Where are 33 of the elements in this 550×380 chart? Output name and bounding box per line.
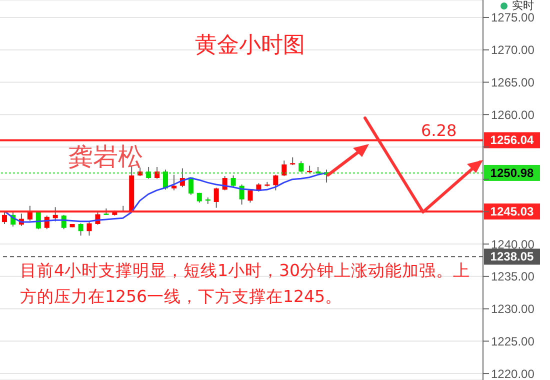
ref-line-label: 1256.04 xyxy=(490,133,534,148)
candlestick xyxy=(52,206,58,222)
y-tick-label: 1260.00 xyxy=(491,108,535,122)
candlestick xyxy=(2,212,7,224)
ref-line-label: 1238.05 xyxy=(490,250,534,264)
text: 实时 xyxy=(512,0,534,13)
y-tick-label: 1240.00 xyxy=(491,237,535,252)
text: 黄金小时图 xyxy=(194,32,306,60)
candlestick xyxy=(78,222,84,236)
candlestick xyxy=(273,174,278,191)
y-tick-label: 1275.00 xyxy=(491,10,535,25)
candlestick xyxy=(27,205,32,222)
candlestick xyxy=(230,174,236,188)
y-tick-label: 1220.00 xyxy=(491,366,535,380)
candlestick xyxy=(146,166,152,180)
ref-line-label: 1250.98 xyxy=(490,166,534,180)
annotation: 龚岩松 xyxy=(68,141,143,173)
y-tick-label: 1225.00 xyxy=(491,334,535,348)
candlestick xyxy=(154,166,160,180)
y-tick-label: 1230.00 xyxy=(491,302,535,316)
candlestick xyxy=(171,174,176,191)
text: 6.28 xyxy=(421,121,457,140)
annotation: 目前4小时支撑明显，短线1小时，30分钟上涨动能加强。上方的压力在1256一线，下方支撑在1245。 xyxy=(20,260,471,308)
candlestick xyxy=(298,160,304,173)
candlestick xyxy=(248,189,253,204)
candlestick xyxy=(214,187,219,208)
y-tick-label: 1265.00 xyxy=(491,75,535,90)
y-tick-label: 1270.00 xyxy=(491,43,535,58)
candlestick xyxy=(86,222,92,236)
ref-line-label: 1245.03 xyxy=(490,204,534,218)
candlestick xyxy=(282,160,287,177)
candlestick xyxy=(163,169,168,190)
y-tick-label: 1235.00 xyxy=(491,270,535,284)
